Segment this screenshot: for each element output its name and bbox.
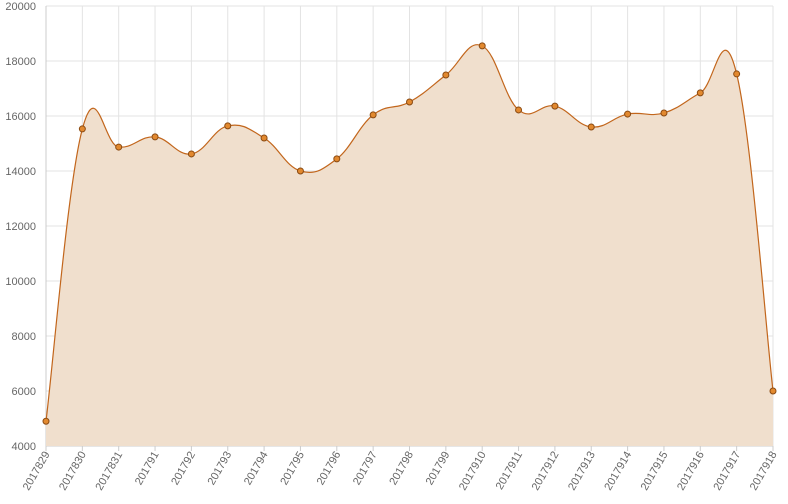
x-tick-label: 2017918 <box>748 450 780 493</box>
y-tick-label: 10000 <box>5 276 36 288</box>
point <box>333 155 341 163</box>
x-tick-label: 2017831 <box>93 450 125 493</box>
point <box>442 71 450 79</box>
point <box>369 111 377 119</box>
point <box>587 123 595 131</box>
x-tick-label: 2017910 <box>457 450 489 493</box>
x-tick-label: 201799 <box>424 450 453 488</box>
area <box>46 44 773 446</box>
x-tick-label: 201793 <box>206 450 235 488</box>
point <box>515 106 523 114</box>
point <box>478 42 486 50</box>
x-tick-label: 201794 <box>242 450 271 488</box>
x-tick-label: 201797 <box>351 450 380 488</box>
x-tick-label: 2017915 <box>639 450 671 493</box>
point <box>78 125 86 133</box>
y-tick-label: 8000 <box>12 331 36 343</box>
y-tick-label: 12000 <box>5 221 36 233</box>
point <box>624 110 632 118</box>
x-tick-label: 201792 <box>169 450 198 488</box>
x-tick-label: 201798 <box>387 450 416 488</box>
point <box>406 98 413 106</box>
point <box>151 133 159 141</box>
point <box>769 387 777 395</box>
x-tick-label: 2017917 <box>711 450 743 493</box>
point <box>696 89 704 97</box>
x-tick-label: 2017830 <box>57 450 89 493</box>
point <box>733 70 741 78</box>
x-tick-label: 2017914 <box>602 450 634 493</box>
x-tick-label: 201795 <box>278 450 307 488</box>
point <box>42 417 50 425</box>
y-tick-label: 20000 <box>5 1 36 13</box>
y-tick-label: 18000 <box>5 56 36 68</box>
x-tick-label: 201791 <box>133 450 162 488</box>
x-tick-label: 2017913 <box>566 450 598 493</box>
x-tick-label: 2017916 <box>675 450 707 493</box>
point <box>551 102 559 110</box>
y-tick-label: 6000 <box>12 386 36 398</box>
y-tick-label: 14000 <box>5 166 36 178</box>
x-tick-label: 2017912 <box>530 450 562 493</box>
point <box>296 167 304 175</box>
point <box>187 150 195 158</box>
point <box>260 134 268 142</box>
y-tick-label: 16000 <box>5 111 36 123</box>
point <box>115 143 123 151</box>
x-tick-label: 201796 <box>315 450 344 488</box>
x-tick-label: 2017911 <box>494 450 525 492</box>
point <box>224 122 232 130</box>
point <box>660 109 668 117</box>
x-tick-label: 2017829 <box>21 450 53 493</box>
y-tick-label: 4000 <box>12 441 36 453</box>
